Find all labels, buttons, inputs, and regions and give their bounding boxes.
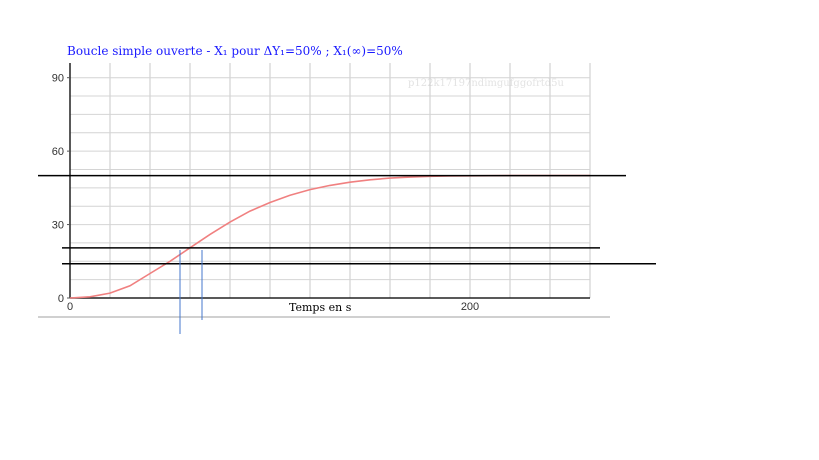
tick-labels: 0 30 60 90 0 200 — [52, 73, 479, 313]
chart-watermark: p122k17197ndimgufggofrtd5u — [408, 78, 565, 89]
reference-lines — [38, 174, 656, 334]
x-axis-label: Temps en s — [289, 301, 352, 314]
y-tick-label: 90 — [52, 73, 64, 85]
grid — [70, 63, 591, 298]
x-tick-label: 200 — [461, 301, 479, 313]
y-tick-label: 0 — [58, 293, 64, 305]
y-tick-label: 60 — [52, 146, 64, 158]
y-tick-label: 30 — [52, 220, 64, 232]
x-tick-label: 0 — [67, 301, 73, 313]
chart-title: Boucle simple ouverte - X₁ pour ΔY₁=50% … — [67, 44, 403, 58]
axes — [38, 63, 610, 318]
